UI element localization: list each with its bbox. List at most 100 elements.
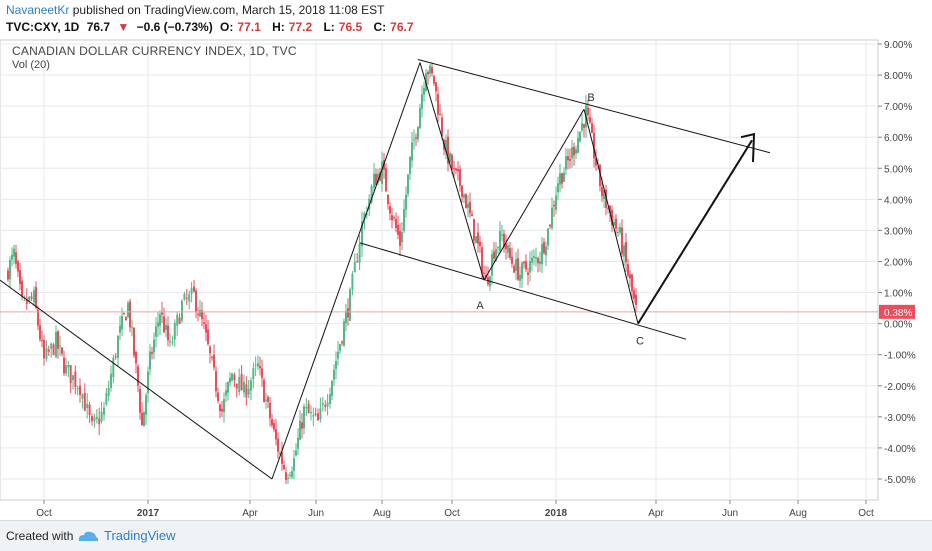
candle-body: [621, 227, 623, 255]
candle-body: [197, 313, 199, 315]
chart-grid: [0, 39, 879, 501]
candle-body: [61, 347, 63, 354]
created-with-text: Created with: [6, 529, 74, 543]
candle-body: [525, 261, 527, 270]
candle-body: [449, 153, 451, 163]
candle-body: [377, 173, 379, 183]
point-label-b: B: [587, 92, 594, 104]
chart-title: CANADIAN DOLLAR CURRENCY INDEX, 1D, TVC: [12, 44, 297, 58]
candle-body: [7, 270, 9, 280]
x-tick-label: Oct: [858, 508, 874, 519]
candle-body: [153, 339, 155, 353]
candle-body: [326, 402, 329, 407]
candle-body: [519, 274, 521, 281]
tradingview-brand[interactable]: TradingView: [104, 528, 176, 543]
candle-body: [314, 413, 317, 415]
candle-body: [329, 394, 331, 405]
candle-body: [98, 418, 101, 425]
candle-body: [11, 254, 13, 260]
candle-body: [333, 369, 335, 380]
candle-body: [343, 321, 345, 346]
candle-body: [517, 258, 519, 280]
candle-body: [619, 226, 621, 233]
candle-body: [601, 187, 603, 197]
symbol-label: TVC:CXY, 1D: [6, 20, 80, 34]
candle-body: [527, 272, 529, 275]
zigzag-leg: [271, 62, 421, 480]
candle-body: [59, 345, 61, 347]
candle-body: [605, 189, 607, 208]
current-price-label: 0.38%: [884, 308, 912, 319]
candle-body: [501, 234, 503, 236]
candle-body: [583, 124, 585, 128]
candle-body: [67, 365, 70, 368]
candle-body: [269, 402, 271, 419]
candle-body: [289, 474, 291, 476]
point-label-c: C: [636, 336, 644, 348]
candle-body: [79, 385, 81, 395]
candle-body: [579, 131, 581, 142]
candle-body: [161, 312, 163, 315]
candle-body: [69, 365, 72, 384]
point-label-a: A: [476, 300, 484, 312]
current-price-badge: [879, 304, 915, 319]
candle-body: [225, 390, 227, 396]
candle-body: [127, 302, 129, 317]
volume-indicator-label[interactable]: Vol (20): [12, 59, 50, 71]
candle-body: [317, 413, 319, 421]
candle-body: [25, 298, 28, 304]
candle-body: [551, 207, 553, 229]
candle-body: [499, 231, 501, 251]
channel-upper: [417, 59, 771, 154]
candle-body: [105, 393, 108, 405]
ohlc-close: C: 76.7: [373, 20, 414, 34]
candle-body: [155, 326, 157, 337]
candle-body: [110, 373, 112, 388]
candle-body: [129, 301, 131, 328]
candle-body: [100, 411, 103, 422]
candle-body: [23, 296, 26, 298]
downtrend-line: [0, 279, 273, 480]
candle-body: [507, 245, 509, 253]
candle-body: [473, 218, 475, 241]
candle-body: [335, 361, 337, 369]
candle-body: [399, 231, 401, 246]
candle-body: [47, 349, 50, 352]
candle-body: [19, 270, 21, 284]
candle-body: [39, 325, 41, 340]
candle-body: [591, 123, 593, 133]
candle-body: [567, 156, 569, 161]
ticker-info: TVC:CXY, 1D 76.7 ▼ −0.6 (−0.73%) O: 77.1 …: [6, 20, 422, 34]
candle-body: [511, 256, 513, 264]
candle-body: [475, 236, 477, 243]
candle-body: [535, 257, 537, 259]
y-tick-label: 3.00%: [884, 226, 912, 237]
author-link[interactable]: NavaneetKr: [6, 3, 70, 17]
projection-arrow-line: [637, 139, 753, 325]
candle-body: [271, 419, 273, 426]
candle-body: [413, 139, 415, 141]
zigzag-leg: [483, 108, 585, 281]
candle-body: [287, 478, 289, 480]
candle-body: [565, 156, 567, 170]
candle-body: [55, 332, 57, 357]
candle-body: [509, 248, 511, 258]
candle-body: [171, 341, 174, 344]
candle-body: [513, 266, 515, 273]
y-tick-label: 8.00%: [884, 71, 912, 82]
candle-body: [305, 407, 308, 409]
candle-body: [201, 310, 203, 320]
publish-text: published on TradingView.com, March 15, …: [72, 3, 385, 17]
candle-body: [529, 261, 531, 273]
candle-body: [259, 365, 261, 369]
candle-body: [427, 71, 429, 75]
candle-body: [373, 173, 375, 188]
price-chart[interactable]: 9.00% 8.00% 7.00% 6.00% 5.00% 4.00% 3.00% 2.00%…: [0, 38, 932, 520]
candle-body: [523, 261, 525, 264]
candle-body: [481, 247, 483, 274]
x-tick-label: 2017: [137, 508, 160, 519]
candle-body: [103, 407, 105, 415]
candle-body: [227, 382, 229, 393]
x-tick-label: Jun: [722, 508, 738, 519]
candle-body: [615, 218, 617, 229]
